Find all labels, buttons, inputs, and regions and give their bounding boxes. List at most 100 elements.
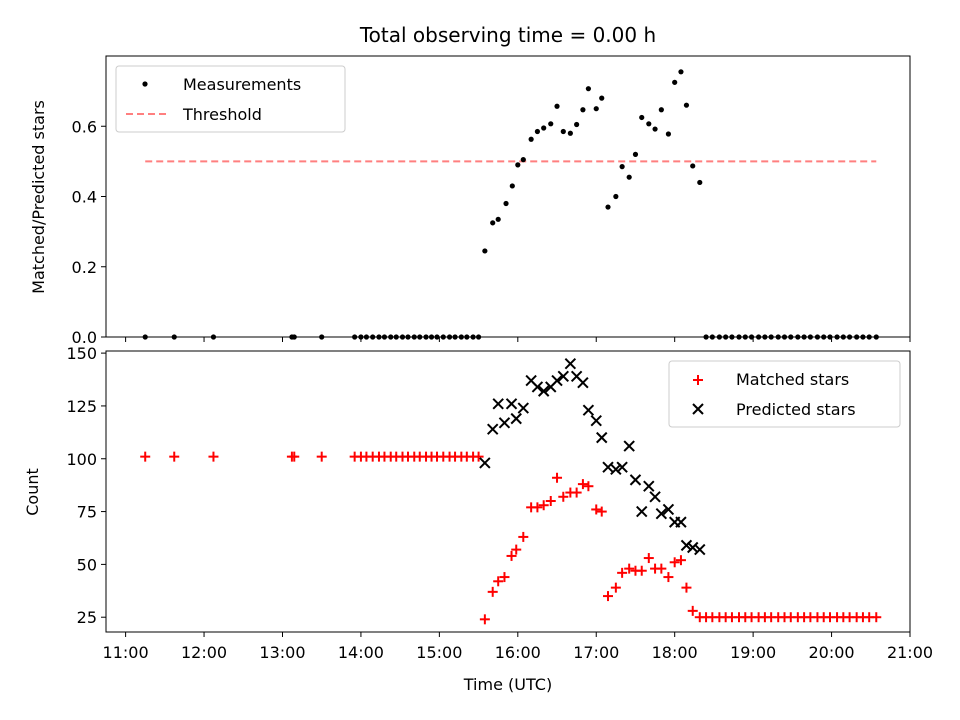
matched-star-point xyxy=(473,451,484,462)
measurement-point xyxy=(646,121,652,127)
top-legend: Measurements Threshold xyxy=(115,65,346,133)
legend-matched-marker xyxy=(693,375,703,385)
matched-star-point xyxy=(669,557,680,568)
matched-star-point xyxy=(663,572,674,583)
measurement-point xyxy=(658,107,664,113)
measurement-point xyxy=(632,151,639,157)
matched-star-point xyxy=(208,451,219,462)
predicted-star-point xyxy=(564,357,577,370)
predicted-star-point xyxy=(590,415,602,427)
matched-star-point xyxy=(532,502,543,513)
top-panel: 0.0 0.2 0.4 0.6 Matched/Predicted stars Mea… xyxy=(29,55,911,347)
matched-star-point xyxy=(545,496,556,507)
bottom-y-axis-label: Count xyxy=(23,468,42,516)
bottom-legend: Matched stars Predicted stars xyxy=(668,360,901,428)
predicted-star-point xyxy=(557,370,570,383)
bottom-data-marks xyxy=(140,357,882,625)
measurement-point xyxy=(528,136,534,142)
predicted-star-point xyxy=(680,539,693,552)
measurement-point xyxy=(482,248,488,254)
bottom-x-tick-label: 12:00 xyxy=(181,643,227,662)
measurement-point xyxy=(626,174,632,180)
top-legend-box xyxy=(115,65,346,133)
top-axes-frame xyxy=(105,55,911,338)
predicted-star-point xyxy=(531,381,544,393)
bottom-legend-box xyxy=(668,360,901,428)
measurement-point xyxy=(548,121,554,127)
predicted-star-point xyxy=(643,480,655,492)
legend-predicted-label: Predicted stars xyxy=(736,400,856,419)
bottom-y-tick-label: 50 xyxy=(77,555,97,574)
top-y-tick-label: 0.4 xyxy=(72,188,97,207)
predicted-star-point xyxy=(551,374,563,387)
predicted-star-point xyxy=(517,402,530,414)
predicted-star-point xyxy=(629,474,642,486)
measurement-point xyxy=(665,131,672,137)
matched-star-point xyxy=(289,451,300,462)
measurement-point xyxy=(605,204,611,210)
matched-star-point xyxy=(479,614,490,625)
measurement-point xyxy=(520,157,526,163)
top-y-tick-label: 0.2 xyxy=(72,258,97,277)
predicted-star-point xyxy=(596,431,608,444)
matched-star-point xyxy=(610,582,621,593)
predicted-star-point xyxy=(479,457,491,469)
measurement-point xyxy=(567,130,573,136)
matched-star-point xyxy=(871,612,882,623)
top-axes-decor: 0.0 0.2 0.4 0.6 xyxy=(72,117,911,347)
bottom-y-tick-label: 25 xyxy=(77,608,97,627)
predicted-star-point xyxy=(492,398,504,410)
bottom-x-tick-label: 13:00 xyxy=(259,643,305,662)
bottom-axes-frame xyxy=(105,350,911,633)
measurement-point xyxy=(503,200,509,207)
matched-star-point xyxy=(687,605,698,616)
measurement-point xyxy=(613,193,619,200)
matched-star-point xyxy=(511,544,522,555)
matched-star-point xyxy=(506,550,517,561)
legend-measurements-marker xyxy=(142,81,148,87)
matched-star-point xyxy=(617,567,628,578)
bottom-y-tick-label: 125 xyxy=(66,397,97,416)
matched-star-point xyxy=(603,591,614,602)
measurement-point xyxy=(509,183,515,189)
matched-star-point xyxy=(596,506,607,517)
bottom-y-tick-label: 75 xyxy=(77,503,97,522)
measurement-point xyxy=(619,164,625,170)
bottom-x-tick-label: 14:00 xyxy=(338,643,384,662)
bottom-x-tick-label: 17:00 xyxy=(573,643,619,662)
top-y-tick-label: 0.0 xyxy=(72,328,97,347)
predicted-star-point xyxy=(649,491,661,503)
predicted-star-point xyxy=(662,503,675,516)
bottom-panel: 25 50 75 100 125 150 11:00 12:00 13:00 14:00 15:00… xyxy=(23,344,933,694)
matched-star-point xyxy=(577,479,588,490)
measurement-point xyxy=(697,179,703,186)
measurement-point xyxy=(683,102,690,108)
predicted-star-point xyxy=(623,440,635,452)
measurement-point xyxy=(599,95,605,101)
x-axis-label: Time (UTC) xyxy=(463,675,552,694)
predicted-star-point xyxy=(687,541,699,554)
matched-star-point xyxy=(493,576,504,587)
matched-star-point xyxy=(169,451,180,462)
predicted-star-point xyxy=(582,404,595,416)
bottom-y-tick-label: 150 xyxy=(66,344,97,363)
matched-star-point xyxy=(624,563,635,574)
measurement-point xyxy=(490,220,496,226)
matched-star-point xyxy=(643,553,654,564)
bottom-x-tick-label: 18:00 xyxy=(652,643,698,662)
bottom-x-tick-label: 21:00 xyxy=(887,643,933,662)
matched-star-point xyxy=(538,500,549,511)
measurement-point xyxy=(678,69,684,75)
measurement-point xyxy=(541,125,547,131)
figure-title: Total observing time = 0.00 h xyxy=(359,23,656,47)
measurement-point xyxy=(495,216,501,222)
predicted-star-point xyxy=(636,505,648,518)
bottom-axes-decor: 25 50 75 100 125 150 11:00 12:00 13:00 14:00 15:00… xyxy=(66,344,933,662)
measurement-point xyxy=(690,163,696,169)
matched-star-point xyxy=(316,451,327,462)
bottom-x-tick-label: 15:00 xyxy=(416,643,462,662)
measurement-point xyxy=(534,128,541,135)
predicted-star-point xyxy=(616,461,628,473)
measurement-point xyxy=(672,79,678,85)
predicted-star-point xyxy=(486,423,499,435)
